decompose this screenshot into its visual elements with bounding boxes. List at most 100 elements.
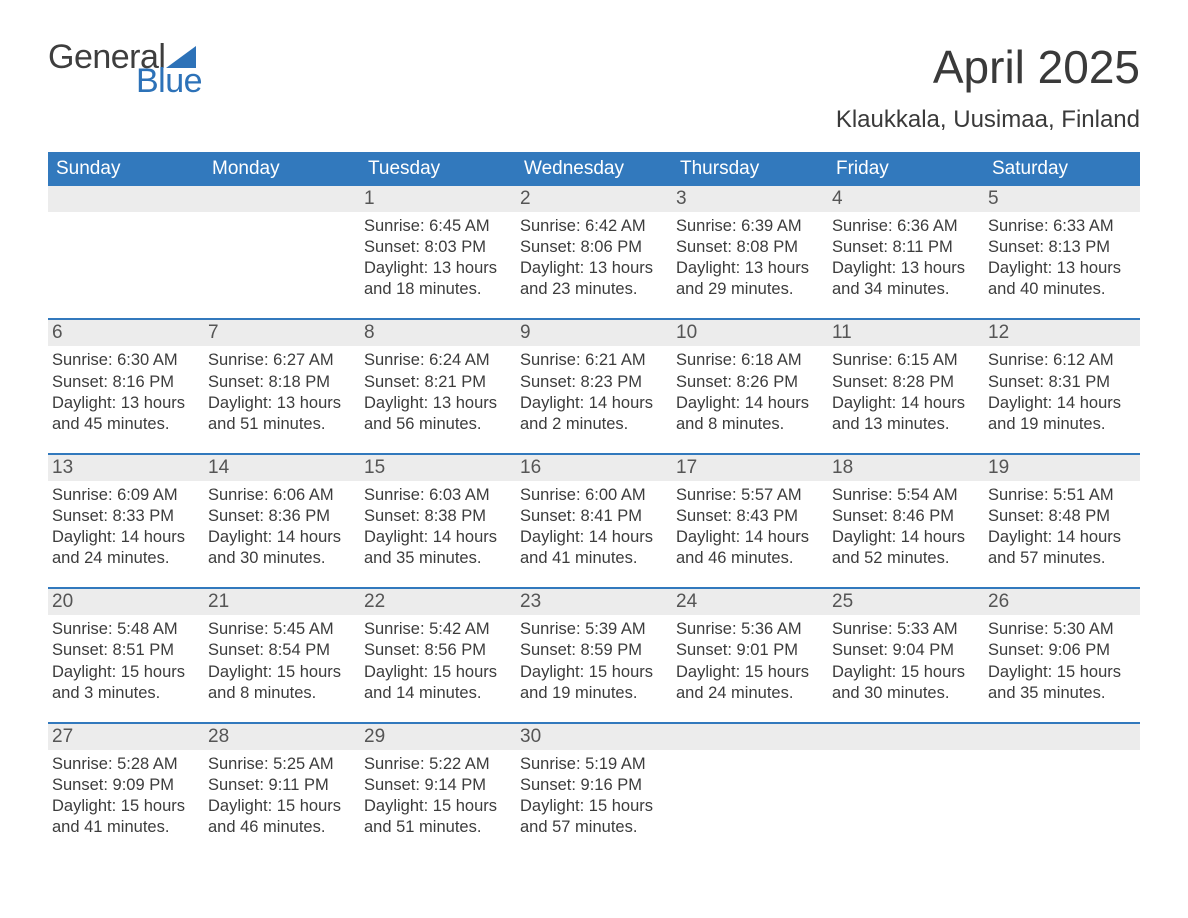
day-line: Sunrise: 5:25 AM [208, 754, 356, 775]
dow-cell: Thursday [672, 152, 828, 186]
day-line: Sunset: 9:04 PM [832, 640, 980, 661]
page-header: General Blue April 2025 Klaukkala, Uusim… [48, 40, 1140, 134]
day-line: Sunrise: 6:00 AM [520, 485, 668, 506]
day-line: Sunrise: 6:33 AM [988, 216, 1136, 237]
day-cell: 21Sunrise: 5:45 AMSunset: 8:54 PMDayligh… [204, 589, 360, 721]
day-line: Daylight: 14 hours [988, 527, 1136, 548]
day-number: 2 [516, 186, 672, 212]
day-cell: 27Sunrise: 5:28 AMSunset: 9:09 PMDayligh… [48, 724, 204, 856]
location-line: Klaukkala, Uusimaa, Finland [836, 106, 1140, 134]
day-line: and 19 minutes. [988, 414, 1136, 435]
day-line: Daylight: 15 hours [676, 662, 824, 683]
day-line: Sunset: 8:13 PM [988, 237, 1136, 258]
day-line: Sunrise: 5:39 AM [520, 619, 668, 640]
day-body: Sunrise: 6:27 AMSunset: 8:18 PMDaylight:… [204, 346, 360, 434]
day-line: and 46 minutes. [208, 817, 356, 838]
day-cell: 8Sunrise: 6:24 AMSunset: 8:21 PMDaylight… [360, 320, 516, 452]
day-body: Sunrise: 5:25 AMSunset: 9:11 PMDaylight:… [204, 750, 360, 838]
day-line: Daylight: 14 hours [364, 527, 512, 548]
day-number: 21 [204, 589, 360, 615]
day-line: Daylight: 14 hours [208, 527, 356, 548]
brand-logo: General Blue [48, 40, 202, 98]
day-number: 12 [984, 320, 1140, 346]
day-line: Sunrise: 6:24 AM [364, 350, 512, 371]
day-body: Sunrise: 6:42 AMSunset: 8:06 PMDaylight:… [516, 212, 672, 300]
weeks-container: 1Sunrise: 6:45 AMSunset: 8:03 PMDaylight… [48, 186, 1140, 856]
day-cell: 10Sunrise: 6:18 AMSunset: 8:26 PMDayligh… [672, 320, 828, 452]
day-line: Daylight: 13 hours [52, 393, 200, 414]
week-row: 27Sunrise: 5:28 AMSunset: 9:09 PMDayligh… [48, 722, 1140, 856]
day-cell: 28Sunrise: 5:25 AMSunset: 9:11 PMDayligh… [204, 724, 360, 856]
day-line: Sunset: 8:21 PM [364, 372, 512, 393]
day-line: Daylight: 15 hours [520, 662, 668, 683]
calendar: SundayMondayTuesdayWednesdayThursdayFrid… [48, 152, 1140, 856]
day-line: Sunset: 9:01 PM [676, 640, 824, 661]
day-cell: 26Sunrise: 5:30 AMSunset: 9:06 PMDayligh… [984, 589, 1140, 721]
day-line: and 24 minutes. [676, 683, 824, 704]
week-row: 20Sunrise: 5:48 AMSunset: 8:51 PMDayligh… [48, 587, 1140, 721]
dow-cell: Monday [204, 152, 360, 186]
day-line: Sunset: 8:11 PM [832, 237, 980, 258]
day-number: 9 [516, 320, 672, 346]
dow-cell: Wednesday [516, 152, 672, 186]
day-line: Sunset: 8:59 PM [520, 640, 668, 661]
day-body: Sunrise: 5:33 AMSunset: 9:04 PMDaylight:… [828, 615, 984, 703]
day-body: Sunrise: 5:19 AMSunset: 9:16 PMDaylight:… [516, 750, 672, 838]
day-line: Sunrise: 6:12 AM [988, 350, 1136, 371]
day-body: Sunrise: 6:33 AMSunset: 8:13 PMDaylight:… [984, 212, 1140, 300]
day-body: Sunrise: 6:18 AMSunset: 8:26 PMDaylight:… [672, 346, 828, 434]
day-cell: 22Sunrise: 5:42 AMSunset: 8:56 PMDayligh… [360, 589, 516, 721]
day-cell: 1Sunrise: 6:45 AMSunset: 8:03 PMDaylight… [360, 186, 516, 318]
day-line: Sunset: 9:06 PM [988, 640, 1136, 661]
day-line: Sunset: 8:28 PM [832, 372, 980, 393]
day-body: Sunrise: 5:22 AMSunset: 9:14 PMDaylight:… [360, 750, 516, 838]
day-body: Sunrise: 6:36 AMSunset: 8:11 PMDaylight:… [828, 212, 984, 300]
day-line: and 35 minutes. [364, 548, 512, 569]
dow-cell: Saturday [984, 152, 1140, 186]
brand-word2: Blue [136, 64, 202, 98]
day-line: and 30 minutes. [208, 548, 356, 569]
day-body: Sunrise: 5:45 AMSunset: 8:54 PMDaylight:… [204, 615, 360, 703]
day-line: Sunset: 8:31 PM [988, 372, 1136, 393]
day-number: 10 [672, 320, 828, 346]
day-number: 17 [672, 455, 828, 481]
day-number: 3 [672, 186, 828, 212]
day-line: Sunrise: 5:33 AM [832, 619, 980, 640]
day-cell [204, 186, 360, 318]
day-body: Sunrise: 5:36 AMSunset: 9:01 PMDaylight:… [672, 615, 828, 703]
day-line: and 56 minutes. [364, 414, 512, 435]
day-line: Daylight: 15 hours [52, 796, 200, 817]
day-line: Sunrise: 5:28 AM [52, 754, 200, 775]
day-number: 7 [204, 320, 360, 346]
day-line: Daylight: 15 hours [52, 662, 200, 683]
day-cell: 16Sunrise: 6:00 AMSunset: 8:41 PMDayligh… [516, 455, 672, 587]
day-number: 14 [204, 455, 360, 481]
day-line: Sunrise: 5:19 AM [520, 754, 668, 775]
day-number: 13 [48, 455, 204, 481]
day-line: and 2 minutes. [520, 414, 668, 435]
day-line: Daylight: 13 hours [364, 393, 512, 414]
day-cell: 6Sunrise: 6:30 AMSunset: 8:16 PMDaylight… [48, 320, 204, 452]
day-line: Sunrise: 5:48 AM [52, 619, 200, 640]
day-line: and 13 minutes. [832, 414, 980, 435]
day-number: 30 [516, 724, 672, 750]
day-line: Sunset: 8:06 PM [520, 237, 668, 258]
day-line: and 45 minutes. [52, 414, 200, 435]
day-cell: 24Sunrise: 5:36 AMSunset: 9:01 PMDayligh… [672, 589, 828, 721]
day-number: 23 [516, 589, 672, 615]
day-number: 16 [516, 455, 672, 481]
day-number: 15 [360, 455, 516, 481]
day-body: Sunrise: 5:48 AMSunset: 8:51 PMDaylight:… [48, 615, 204, 703]
day-line: Daylight: 15 hours [208, 796, 356, 817]
day-line: and 8 minutes. [676, 414, 824, 435]
day-line: Sunset: 8:56 PM [364, 640, 512, 661]
day-number: 6 [48, 320, 204, 346]
day-line: Sunset: 8:08 PM [676, 237, 824, 258]
day-line: Sunset: 8:48 PM [988, 506, 1136, 527]
day-line: Daylight: 14 hours [520, 527, 668, 548]
day-line: Sunrise: 5:57 AM [676, 485, 824, 506]
day-body [672, 750, 828, 754]
day-line: Sunrise: 6:36 AM [832, 216, 980, 237]
day-line: Daylight: 15 hours [364, 662, 512, 683]
day-body: Sunrise: 5:30 AMSunset: 9:06 PMDaylight:… [984, 615, 1140, 703]
